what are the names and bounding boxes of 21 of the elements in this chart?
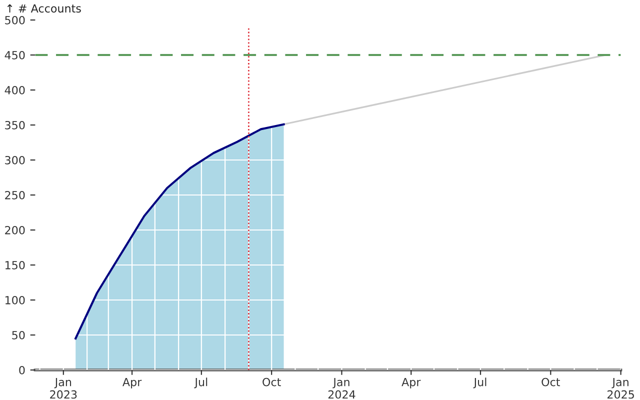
y-tick-label: 150 xyxy=(5,260,25,270)
x-tick-label: Apr xyxy=(402,378,421,388)
y-tick-label: 0 xyxy=(19,366,25,374)
x-tick-label: Jan 2023 xyxy=(50,378,77,399)
y-tick-label: 350 xyxy=(5,120,25,130)
y-tick-label: 500 xyxy=(5,16,25,24)
y-tick-label: 450 xyxy=(4,50,25,60)
x-tick-label: Jan 2025 xyxy=(607,378,634,399)
x-tick-label: Jul xyxy=(473,378,486,388)
x-tick-label: Jan 2024 xyxy=(328,378,356,399)
x-tick-label: Apr xyxy=(122,378,142,388)
x-tick-label: Oct xyxy=(542,378,560,386)
y-axis-title: ↑ # Accounts xyxy=(7,4,81,13)
y-tick-label: 200 xyxy=(5,226,25,234)
y-tick-label: 400 xyxy=(4,86,25,94)
y-tick-label: 300 xyxy=(5,156,25,164)
y-tick-label: 250 xyxy=(5,190,25,200)
x-tick-label: Jul xyxy=(194,378,208,388)
y-tick-label: 100 xyxy=(5,296,25,304)
x-tick-label: Oct xyxy=(262,378,281,386)
y-tick-label: 50 xyxy=(12,330,25,340)
